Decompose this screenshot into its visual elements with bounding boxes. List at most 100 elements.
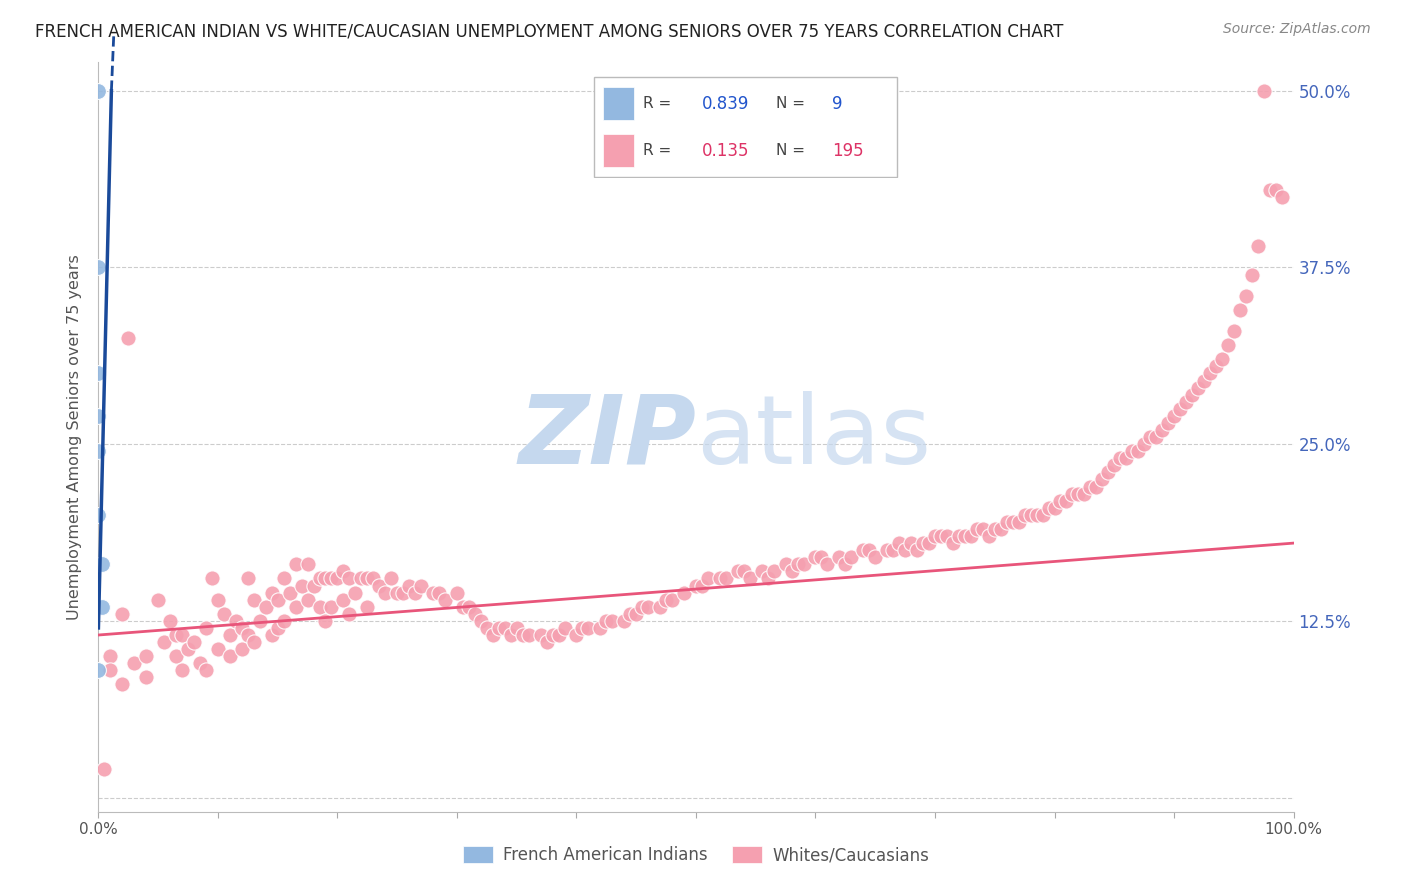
- Point: [392, 585, 415, 599]
- Point: [972, 522, 994, 536]
- Point: [165, 649, 187, 664]
- Point: [159, 614, 181, 628]
- Point: [398, 578, 420, 592]
- Point: [631, 599, 654, 614]
- Point: [124, 657, 146, 671]
- Point: [828, 550, 851, 565]
- Point: [512, 628, 534, 642]
- Point: [751, 565, 773, 579]
- Point: [332, 565, 354, 579]
- Point: [918, 536, 941, 550]
- Point: [786, 558, 808, 572]
- Point: [990, 522, 1012, 536]
- Point: [578, 621, 600, 635]
- Point: [195, 664, 218, 678]
- Point: [690, 578, 713, 592]
- Point: [876, 543, 898, 558]
- Point: [339, 607, 361, 621]
- Point: [374, 585, 396, 599]
- Point: [541, 628, 564, 642]
- FancyBboxPatch shape: [593, 77, 897, 178]
- Text: 195: 195: [832, 142, 863, 160]
- Point: [1139, 430, 1161, 444]
- Point: [1109, 451, 1132, 466]
- Text: 0.135: 0.135: [702, 142, 749, 160]
- Point: [177, 642, 200, 657]
- Point: [458, 599, 481, 614]
- Bar: [603, 87, 634, 120]
- Point: [815, 558, 838, 572]
- Text: N =: N =: [776, 96, 806, 111]
- Point: [267, 592, 290, 607]
- Point: [332, 592, 354, 607]
- Point: [1258, 183, 1281, 197]
- Point: [87, 664, 110, 678]
- Point: [762, 565, 785, 579]
- Point: [236, 628, 259, 642]
- Point: [1128, 444, 1150, 458]
- Point: [709, 571, 731, 585]
- Text: ZIP: ZIP: [517, 391, 696, 483]
- Point: [98, 664, 122, 678]
- Text: Source: ZipAtlas.com: Source: ZipAtlas.com: [1223, 22, 1371, 37]
- Point: [207, 642, 229, 657]
- Point: [451, 599, 474, 614]
- Point: [93, 762, 115, 776]
- Text: 0.839: 0.839: [702, 95, 749, 112]
- Point: [219, 628, 242, 642]
- Point: [714, 571, 737, 585]
- Point: [1014, 508, 1036, 522]
- Point: [834, 558, 856, 572]
- Point: [775, 558, 797, 572]
- Point: [1085, 479, 1108, 493]
- Point: [661, 592, 683, 607]
- Y-axis label: Unemployment Among Seniors over 75 years: Unemployment Among Seniors over 75 years: [67, 254, 83, 620]
- Point: [852, 543, 875, 558]
- Point: [1187, 381, 1209, 395]
- Point: [201, 571, 224, 585]
- Point: [236, 571, 259, 585]
- Point: [1049, 493, 1071, 508]
- Point: [172, 628, 194, 642]
- Point: [1216, 338, 1239, 352]
- Point: [87, 508, 110, 522]
- Point: [464, 607, 486, 621]
- Point: [91, 599, 114, 614]
- Point: [302, 578, 325, 592]
- Point: [1019, 508, 1042, 522]
- Point: [554, 621, 576, 635]
- Point: [153, 635, 176, 649]
- Point: [936, 529, 959, 543]
- Point: [966, 522, 988, 536]
- Point: [1247, 239, 1270, 253]
- Point: [135, 649, 157, 664]
- Point: [212, 607, 235, 621]
- Point: [1229, 302, 1251, 317]
- Point: [530, 628, 553, 642]
- Point: [165, 628, 187, 642]
- Point: [613, 614, 636, 628]
- Point: [565, 628, 588, 642]
- Point: [889, 536, 911, 550]
- Point: [98, 649, 122, 664]
- Point: [411, 578, 433, 592]
- Point: [308, 599, 330, 614]
- Point: [434, 592, 457, 607]
- Point: [602, 614, 624, 628]
- Point: [1115, 451, 1137, 466]
- Point: [953, 529, 976, 543]
- Point: [183, 635, 205, 649]
- Point: [219, 649, 242, 664]
- Point: [326, 571, 349, 585]
- Point: [984, 522, 1007, 536]
- Point: [1025, 508, 1047, 522]
- Point: [948, 529, 970, 543]
- Point: [1264, 183, 1286, 197]
- Point: [188, 657, 211, 671]
- Point: [1097, 466, 1119, 480]
- Point: [380, 571, 402, 585]
- Point: [1121, 444, 1143, 458]
- Point: [278, 585, 301, 599]
- Point: [308, 571, 330, 585]
- Point: [793, 558, 815, 572]
